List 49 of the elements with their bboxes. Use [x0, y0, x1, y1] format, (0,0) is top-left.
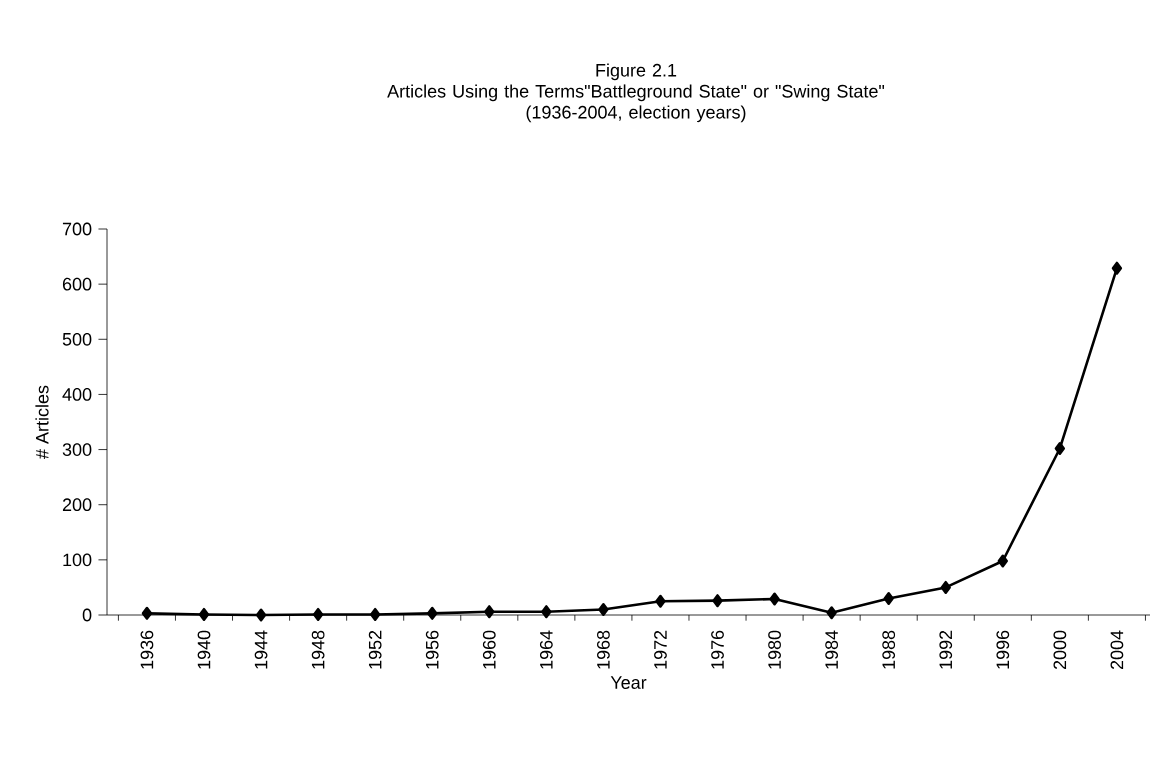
point	[712, 594, 723, 608]
point	[312, 607, 324, 621]
text: (1936-2004, election years)	[526, 105, 746, 123]
x-tick-label: 1984	[825, 630, 839, 669]
y-tick-label: 300	[62, 443, 92, 456]
point	[883, 591, 894, 605]
x-tick-label: 2004	[1110, 630, 1124, 670]
x-tick-label: 1996	[996, 630, 1010, 669]
y-tick-label: 0	[82, 608, 92, 622]
point	[769, 592, 780, 606]
point	[598, 602, 609, 616]
point	[541, 605, 552, 619]
x-tick-label: 1968	[597, 630, 610, 669]
x-tick-label: 1976	[711, 630, 724, 669]
y-tick-label: 400	[62, 388, 92, 401]
x-tick-label: 1988	[882, 630, 896, 669]
y-tick-label: 200	[62, 498, 92, 512]
point	[255, 608, 267, 622]
x-axis-title: Year	[610, 676, 647, 689]
chart-title: Figure 2.1	[596, 63, 677, 81]
x-tick-label: 1936	[140, 630, 154, 669]
point	[198, 607, 210, 621]
point	[940, 580, 951, 594]
x-tick-label: 1956	[425, 630, 439, 669]
x-tick-label: 1944	[254, 630, 268, 669]
x-tick-label: 1972	[654, 630, 667, 669]
x-tick-label: 1964	[539, 630, 553, 669]
point	[484, 605, 495, 619]
chart-subtitle: Articles Using the Terms"Battleground State" or "Swing State"	[387, 84, 885, 102]
point	[1054, 441, 1066, 455]
x-tick-label: 1940	[197, 630, 211, 669]
point	[655, 594, 666, 608]
x-tick-label: 1948	[311, 630, 325, 669]
x-tick-label: 1960	[482, 630, 496, 669]
x-tick-label: 1992	[939, 630, 953, 669]
x-tick-label: 1980	[768, 630, 781, 669]
point	[1111, 261, 1123, 275]
y-tick-label: 500	[62, 332, 92, 346]
y-axis-title: # Articles	[35, 385, 49, 459]
point	[826, 606, 837, 620]
y-tick-label: 700	[62, 222, 92, 236]
y-tick-label: 600	[62, 277, 92, 291]
point	[141, 606, 153, 620]
point	[997, 554, 1008, 568]
x-tick-label: 1952	[368, 630, 382, 669]
point	[369, 607, 381, 621]
point	[427, 606, 438, 620]
y-tick-label: 100	[63, 553, 92, 567]
x-tick-label: 2000	[1053, 630, 1067, 670]
